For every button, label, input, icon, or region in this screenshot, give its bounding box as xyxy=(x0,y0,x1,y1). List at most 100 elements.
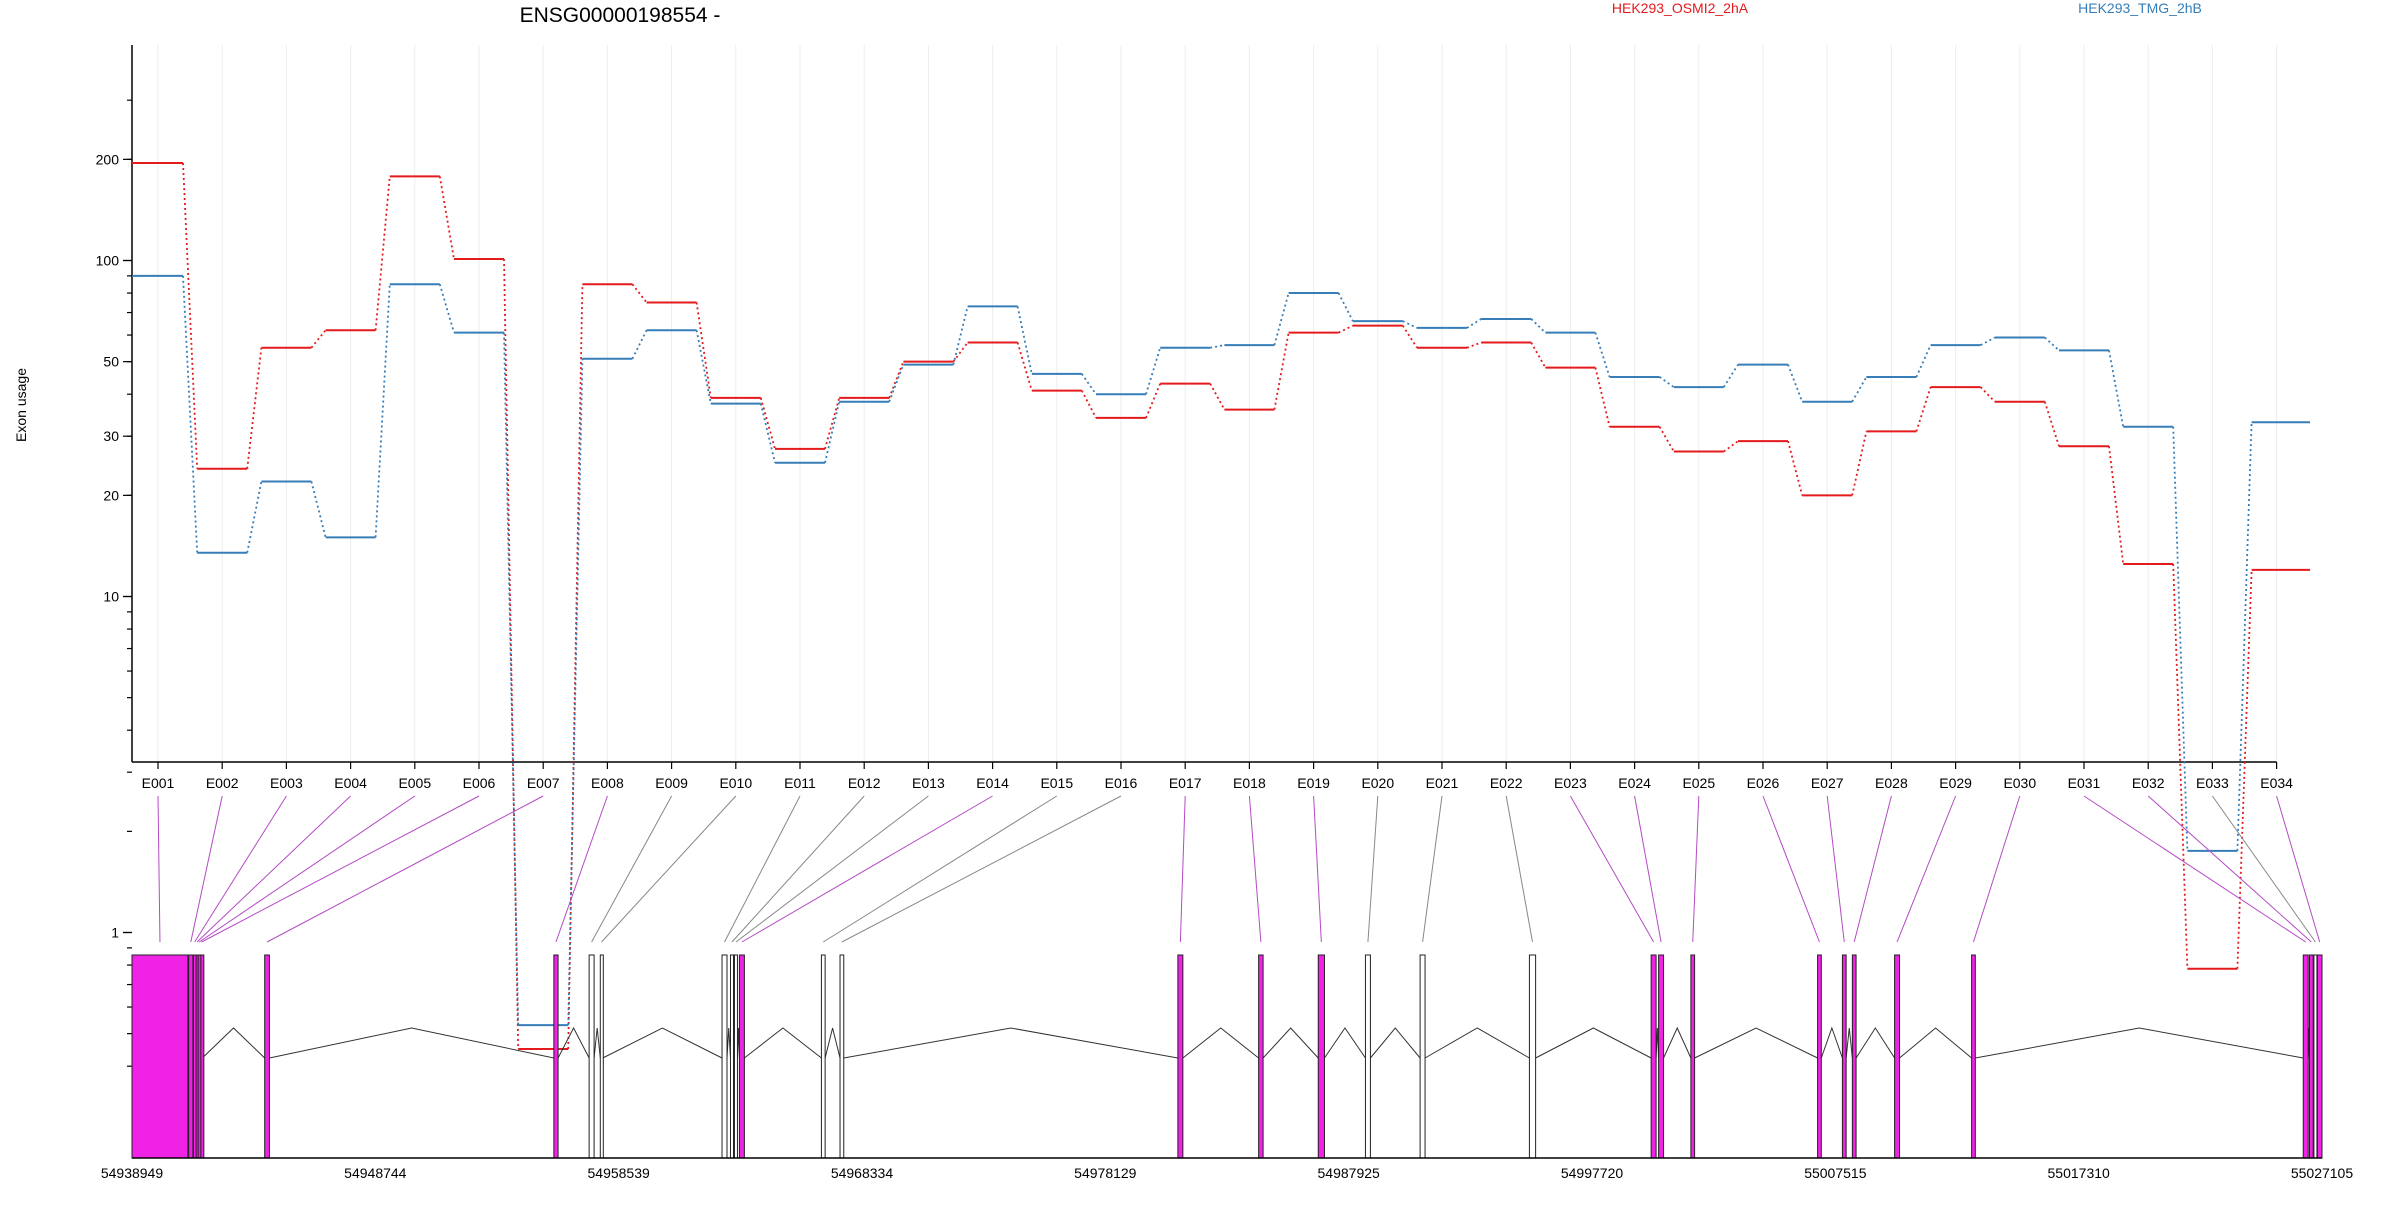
legend-entry-series-1: HEK293_OSMI2_2hA xyxy=(1612,0,1749,16)
x-tick-label-E026: E026 xyxy=(1747,775,1780,791)
intron-E009 xyxy=(593,1027,601,1059)
transition-E001 xyxy=(182,163,199,469)
transition-E027 xyxy=(1851,431,1868,496)
transition-E010 xyxy=(759,403,776,464)
transition-E032 xyxy=(2172,426,2189,851)
connector-E001 xyxy=(157,795,161,943)
intron-E011 xyxy=(726,1027,731,1059)
x-tick-label-E031: E031 xyxy=(2068,775,2101,791)
connector-E009 xyxy=(591,795,673,943)
transition-E027 xyxy=(1851,376,1868,403)
exon-E031 xyxy=(2302,954,2309,1159)
exon-E028 xyxy=(1851,954,1857,1159)
gene-model xyxy=(131,954,2323,1159)
connector-E034 xyxy=(2276,795,2321,943)
connector-E003 xyxy=(194,795,287,943)
transition-E003 xyxy=(310,329,327,349)
transition-E025 xyxy=(1723,364,1739,388)
intron-E008 xyxy=(557,1026,590,1059)
exon-E007 xyxy=(264,954,270,1159)
exon-E029 xyxy=(1894,954,1901,1159)
transition-E030 xyxy=(2044,336,2060,352)
exon-E023 xyxy=(1650,954,1657,1159)
connector-E026 xyxy=(1762,795,1820,943)
transition-E010 xyxy=(759,397,776,450)
transition-E024 xyxy=(1658,426,1675,453)
x-tick-label-E014: E014 xyxy=(976,775,1009,791)
transition-E012 xyxy=(888,364,905,403)
y-tick-label: 20 xyxy=(103,487,119,503)
connector-E021 xyxy=(1422,795,1443,943)
connector-E013 xyxy=(735,795,929,943)
connector-E020 xyxy=(1367,795,1379,943)
transition-E013 xyxy=(952,306,969,365)
transition-E023 xyxy=(1594,332,1611,378)
transition-E024 xyxy=(1659,376,1675,388)
transition-E018 xyxy=(1273,332,1290,410)
intron-E030 xyxy=(1975,1027,2304,1059)
x-tick-label-E025: E025 xyxy=(1682,775,1715,791)
connector-E024 xyxy=(1634,795,1662,943)
exon-E034 xyxy=(2316,954,2323,1159)
exon-E002 xyxy=(188,954,194,1159)
intron-E014 xyxy=(744,1027,822,1059)
intron-E021 xyxy=(1424,1027,1530,1059)
transition-E021 xyxy=(1466,318,1482,329)
y-tick-label: 50 xyxy=(103,354,119,370)
connector-E023 xyxy=(1569,795,1655,943)
transition-E003 xyxy=(310,481,327,538)
intron-E010 xyxy=(602,1027,723,1059)
x-tick-label-E002: E002 xyxy=(206,775,239,791)
intron-E026 xyxy=(1820,1026,1843,1059)
exon-connectors xyxy=(157,795,2321,943)
transition-E030 xyxy=(2043,401,2060,447)
transition-E020 xyxy=(1402,325,1418,349)
transition-E026 xyxy=(1787,364,1804,403)
chart-title: ENSG00000198554 - xyxy=(520,4,721,27)
connector-E022 xyxy=(1505,795,1534,943)
x-tick-label-E009: E009 xyxy=(655,775,688,791)
x-tick-label-E004: E004 xyxy=(334,775,367,791)
transition-E015 xyxy=(1081,373,1097,395)
transition-E033 xyxy=(2236,569,2253,969)
transition-E004 xyxy=(374,176,391,331)
genome-coordinate-label: 54987925 xyxy=(1318,1165,1381,1181)
y-axis-label: Exon usage xyxy=(13,368,29,442)
connector-E007 xyxy=(266,795,544,943)
x-tick-label-E005: E005 xyxy=(398,775,431,791)
exon-E017 xyxy=(1177,954,1184,1159)
transition-E029 xyxy=(1979,386,1996,403)
x-tick-label-E001: E001 xyxy=(142,775,175,791)
connector-E011 xyxy=(724,795,801,943)
connector-E010 xyxy=(601,795,737,943)
x-tick-label-E003: E003 xyxy=(270,775,303,791)
connector-E002 xyxy=(190,795,223,943)
connector-E033 xyxy=(2211,795,2316,943)
connector-E016 xyxy=(841,795,1122,943)
x-tick-label-E022: E022 xyxy=(1490,775,1523,791)
genome-coordinate-label: 55017310 xyxy=(2048,1165,2111,1181)
transition-E016 xyxy=(1145,383,1162,419)
y-tick-label: 200 xyxy=(96,151,120,167)
intron-E025 xyxy=(1694,1027,1818,1059)
x-tick-label-E021: E021 xyxy=(1426,775,1459,791)
intron-E020 xyxy=(1370,1027,1421,1059)
x-tick-label-E018: E018 xyxy=(1233,775,1266,791)
connector-E019 xyxy=(1313,795,1322,943)
exon-E008 xyxy=(553,954,559,1159)
transition-E002 xyxy=(246,347,263,469)
exon-E013 xyxy=(733,954,738,1159)
exon-E006 xyxy=(200,954,205,1159)
connector-E015 xyxy=(822,795,1058,943)
intron-E019 xyxy=(1324,1027,1366,1059)
exon-E009 xyxy=(588,954,595,1159)
connector-E028 xyxy=(1853,795,1892,943)
transition-E014 xyxy=(1016,306,1033,374)
exon-E027 xyxy=(1841,954,1847,1159)
y-tick-label: 1 xyxy=(111,925,119,941)
connector-E018 xyxy=(1248,795,1262,943)
transition-E002 xyxy=(246,481,263,553)
transition-E028 xyxy=(1915,386,1932,432)
transition-E032 xyxy=(2172,563,2189,969)
